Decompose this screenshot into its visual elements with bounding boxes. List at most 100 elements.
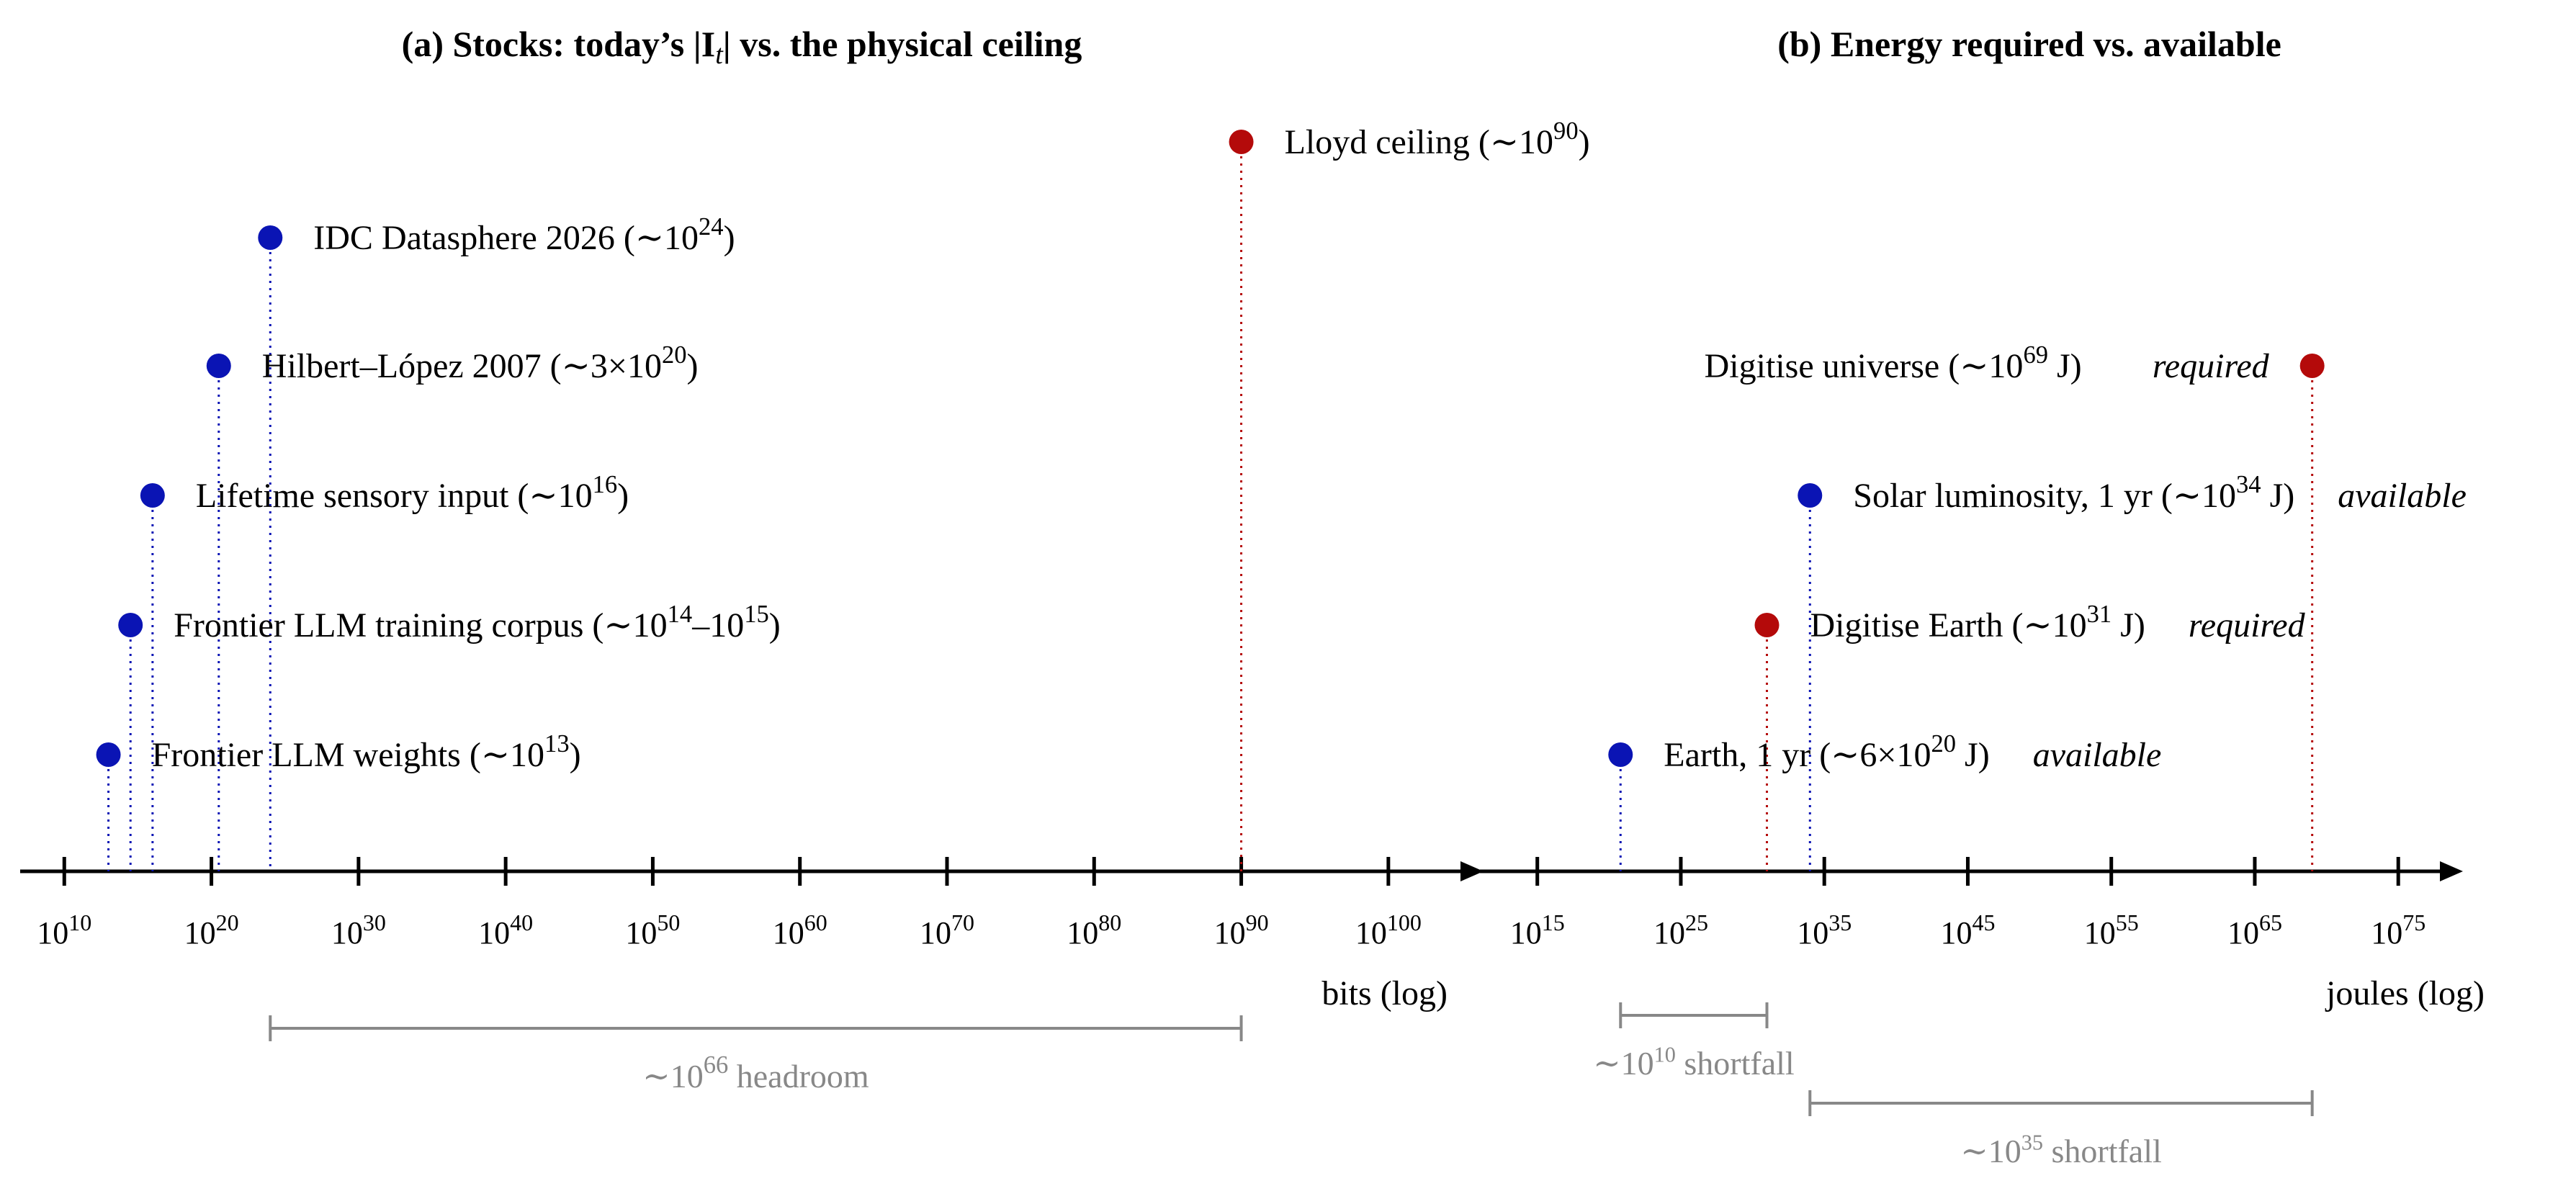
text-part: Lifetime sensory input (∼10 [196,477,593,515]
text-part: ) [769,606,781,644]
tick-exponent: 25 [1685,909,1708,935]
tick-base: 10 [331,915,363,951]
x-tick-label: 1060 [773,909,827,951]
tick-exponent: 60 [804,909,827,935]
point-label: Digitise Earth (∼1031 J) [1810,601,2145,644]
x-axis-title: joules (log) [2325,974,2485,1012]
bracket-label: ∼1010 shortfall [1593,1042,1795,1082]
text-part: ) [617,477,629,515]
data-point [1754,613,1780,637]
text-part: 16 [593,471,618,498]
data-point [258,225,283,250]
bracket-label: ∼1066 headroom [642,1051,869,1095]
x-tick-label: 10100 [1355,909,1422,951]
tick-exponent: 75 [2402,909,2425,935]
tick-base: 10 [1510,915,1542,951]
tick-base: 10 [1797,915,1828,951]
tick-base: 10 [184,915,216,951]
text-part: 34 [2236,471,2261,498]
chart-title: (b) Energy required vs. available [1777,24,2281,64]
text-part: 69 [2023,341,2048,369]
tick-base: 10 [2084,915,2116,951]
x-tick-label: 1080 [1067,909,1121,951]
data-point [140,483,165,508]
tick-base: 10 [625,915,657,951]
text-part: 10 [1654,1042,1676,1066]
text-part: (a) Stocks: today’s |I [402,24,716,64]
point-label: Frontier LLM weights (∼1013) [152,730,581,774]
text-part: Digitise Earth (∼10 [1810,606,2087,644]
x-axis-title: bits (log) [1321,974,1448,1012]
data-point [118,613,143,637]
data-point [1798,483,1823,508]
x-tick-label: 1050 [625,909,680,951]
tick-base: 10 [2371,915,2402,951]
text-part: 90 [1553,117,1579,145]
point-status: required [2153,347,2270,385]
text-part: J) [2048,347,2082,385]
text-part: 20 [662,341,687,369]
point-label: Hilbert–López 2007 (∼3×1020) [262,341,699,385]
text-part: Lloyd ceiling (∼10 [1285,123,1553,161]
x-tick-label: 1010 [37,909,91,951]
text-part: (b) Energy required vs. available [1777,24,2281,64]
text-part: Earth, 1 yr (∼6×10 [1664,736,1931,774]
text-part: 13 [544,730,570,758]
tick-exponent: 35 [1828,909,1852,935]
tick-exponent: 30 [363,909,386,935]
text-part: 14 [668,601,693,628]
tick-exponent: 45 [1972,909,1995,935]
x-axis-arrow [1460,861,1484,881]
tick-exponent: 15 [1542,909,1565,935]
tick-exponent: 100 [1387,909,1422,935]
x-tick-label: 1020 [184,909,239,951]
text-part: Solar luminosity, 1 yr (∼10 [1853,477,2236,515]
data-point [96,742,121,767]
data-point [2299,354,2325,378]
text-part: headroom [728,1058,869,1095]
x-tick-label: 1025 [1653,909,1708,951]
tick-base: 10 [478,915,510,951]
panel-a: (a) Stocks: today’s |It| vs. the physica… [20,24,1590,1095]
text-part: J) [2261,477,2295,515]
point-label: Digitise universe (∼1069 J) [1705,341,2082,385]
x-tick-label: 1015 [1510,909,1565,951]
text-part: 20 [1931,730,1956,758]
x-tick-label: 1090 [1214,909,1269,951]
text-part: t [715,40,724,70]
tick-base: 10 [773,915,804,951]
text-part: Digitise universe (∼10 [1705,347,2024,385]
tick-base: 10 [37,915,68,951]
text-part: 66 [704,1051,729,1079]
tick-base: 10 [1653,915,1685,951]
point-status: required [2189,606,2306,644]
text-part: 24 [699,213,724,241]
x-tick-label: 1065 [2227,909,2282,951]
x-tick-label: 1030 [331,909,386,951]
text-part: ) [1579,123,1590,161]
tick-exponent: 40 [510,909,533,935]
point-label: Earth, 1 yr (∼6×1020 J) [1664,730,1989,774]
text-part: 15 [744,601,769,628]
x-tick-label: 1035 [1797,909,1852,951]
text-part: 35 [2021,1130,2043,1154]
text-part: Frontier LLM weights (∼10 [152,736,544,774]
point-label: Lloyd ceiling (∼1090) [1285,117,1590,161]
text-part: ∼10 [1960,1133,2021,1169]
text-part: ∼10 [642,1058,704,1095]
tick-exponent: 70 [951,909,974,935]
point-label: Lifetime sensory input (∼1016) [196,471,629,515]
text-part: shortfall [2043,1133,2162,1169]
tick-exponent: 50 [657,909,680,935]
text-part: shortfall [1676,1045,1795,1082]
x-axis-arrow [2440,861,2463,881]
x-tick-label: 1055 [2084,909,2139,951]
tick-base: 10 [2227,915,2259,951]
tick-exponent: 90 [1246,909,1269,935]
data-point [1229,130,1254,154]
point-label: Solar luminosity, 1 yr (∼1034 J) [1853,471,2294,515]
x-tick-label: 1040 [478,909,533,951]
text-part: ) [570,736,581,774]
